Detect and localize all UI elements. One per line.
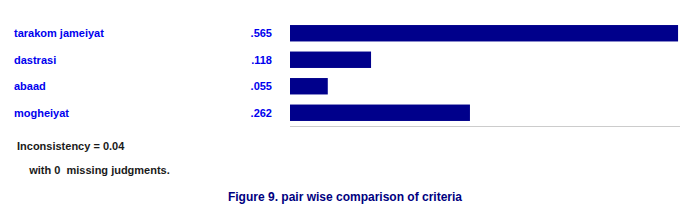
annotation: with 0 missing judgments.	[17, 164, 170, 176]
category-label: tarakom jameiyat	[14, 27, 104, 39]
data-label: .055	[251, 80, 272, 92]
category-label: abaad	[14, 80, 46, 92]
annotation: Inconsistency = 0.04	[17, 140, 125, 152]
chart: tarakom jameiyat .565 dastrasi .118 abaad .05…	[0, 0, 690, 209]
bar	[290, 25, 678, 41]
data-label: .262	[251, 107, 272, 119]
bar	[290, 105, 470, 121]
chart-container: tarakom jameiyat .565 dastrasi .118 abaad .05…	[0, 0, 690, 209]
category-label: dastrasi	[14, 54, 56, 66]
bar	[290, 52, 371, 68]
data-label: .118	[251, 54, 272, 66]
data-label: .565	[251, 27, 272, 39]
category-label: mogheiyat	[14, 107, 69, 119]
bar	[290, 78, 328, 94]
title: Figure 9. pair wise comparison of criter…	[228, 190, 462, 204]
x-axis-line	[290, 126, 680, 127]
bars	[290, 25, 678, 121]
